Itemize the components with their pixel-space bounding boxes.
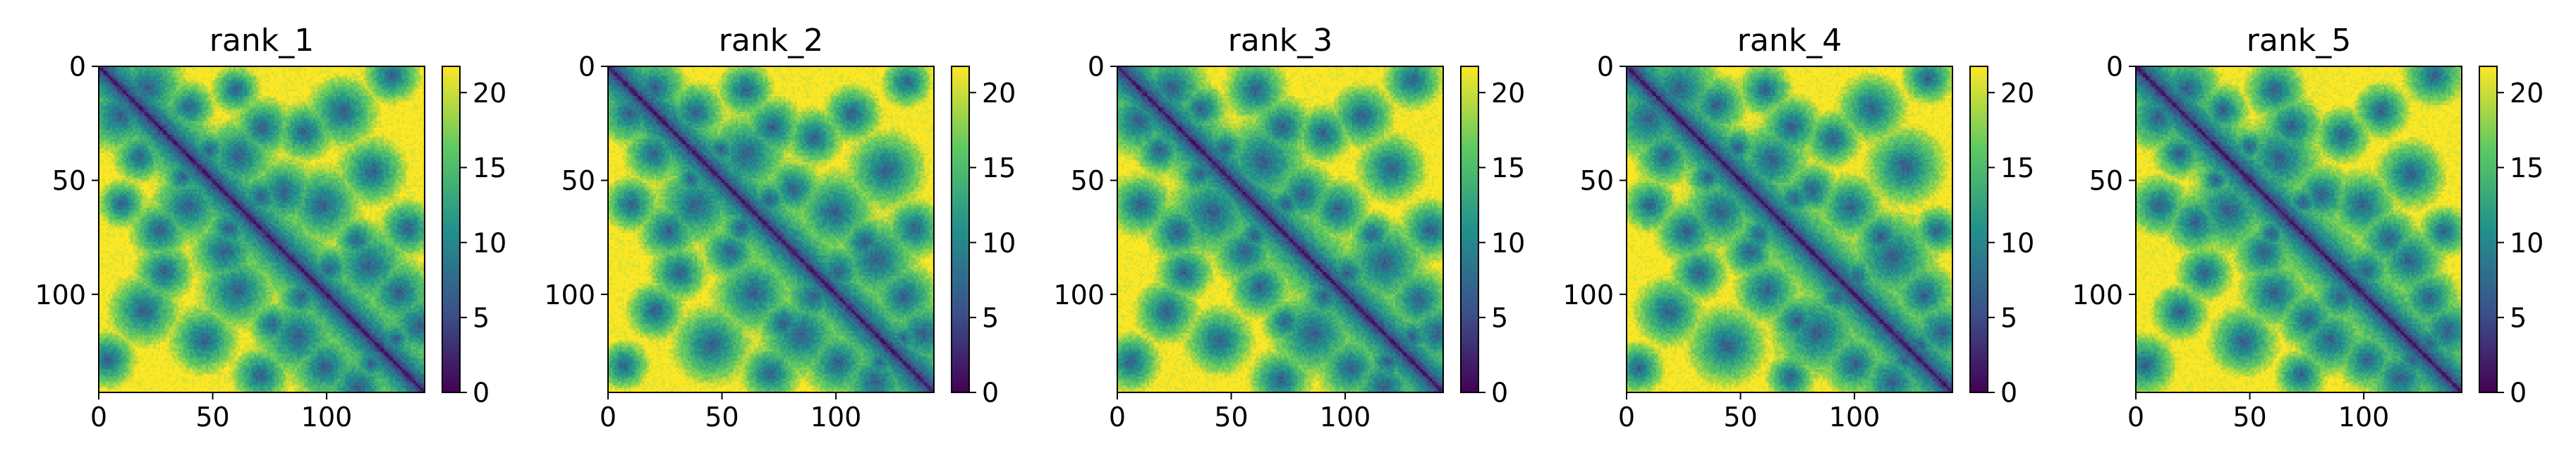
colorbar-tick-label: 0 xyxy=(982,378,999,409)
x-tick-label: 50 xyxy=(1723,402,1757,433)
y-tick-label: 50 xyxy=(1071,165,1105,196)
x-tick-label: 0 xyxy=(2127,402,2144,433)
heatmap-image xyxy=(99,66,425,392)
colorbar-tick-label: 5 xyxy=(1491,302,1508,333)
panel-rank_5: rank_5 0 50 100 0 50 100 0 5 10 15 20 xyxy=(2072,23,2544,433)
heatmap-image xyxy=(1117,66,1443,392)
colorbar-tick-label: 10 xyxy=(2000,227,2034,258)
x-tick-label: 50 xyxy=(195,402,229,433)
x-tick-label: 0 xyxy=(600,402,616,433)
colorbar xyxy=(442,66,461,393)
colorbar-tick-label: 20 xyxy=(1491,78,1525,109)
colorbar-tick-label: 20 xyxy=(473,78,506,109)
heatmap-frame xyxy=(2135,66,2462,393)
colorbar-tick-label: 15 xyxy=(982,152,1016,184)
x-tick-label: 0 xyxy=(1618,402,1635,433)
panel-rank_2: rank_2 0 50 100 0 50 100 0 5 10 15 20 xyxy=(544,23,1016,433)
colorbar-tick-label: 5 xyxy=(2510,302,2527,333)
colorbar-tick-label: 5 xyxy=(982,302,999,333)
colorbar-tick-label: 0 xyxy=(2510,378,2527,409)
colorbar xyxy=(951,66,970,393)
panel-title: rank_3 xyxy=(1228,23,1332,59)
x-tick-label: 0 xyxy=(1109,402,1126,433)
panel-title: rank_2 xyxy=(719,23,823,59)
panel-rank_1: rank_1 0 50 100 0 50 100 0 5 10 15 20 xyxy=(35,23,506,433)
heatmap-frame xyxy=(607,66,935,393)
colorbar xyxy=(1460,66,1479,393)
heatmap-frame xyxy=(1626,66,1953,393)
heatmap-frame xyxy=(1117,66,1444,393)
colorbar-tick-label: 15 xyxy=(473,152,506,184)
panel-rank_3: rank_3 0 50 100 0 50 100 0 5 10 15 20 xyxy=(1053,23,1525,433)
x-tick-label: 100 xyxy=(2338,402,2390,433)
y-tick-label: 100 xyxy=(2072,279,2123,311)
y-tick-label: 0 xyxy=(578,52,595,83)
y-tick-label: 50 xyxy=(561,165,595,196)
colorbar-tick-label: 10 xyxy=(1491,227,1525,258)
colorbar-tick-label: 15 xyxy=(2510,152,2544,184)
colorbar-tick-label: 5 xyxy=(473,302,490,333)
colorbar xyxy=(2479,66,2498,393)
x-tick-label: 50 xyxy=(705,402,739,433)
y-tick-label: 0 xyxy=(69,52,86,83)
colorbar-tick-label: 10 xyxy=(473,227,506,258)
colorbar-tick-label: 15 xyxy=(2000,152,2034,184)
x-tick-label: 0 xyxy=(90,402,107,433)
y-tick-label: 0 xyxy=(2106,52,2123,83)
x-tick-label: 50 xyxy=(1214,402,1248,433)
y-tick-label: 50 xyxy=(2089,165,2123,196)
y-tick-label: 100 xyxy=(35,279,86,311)
panel-title: rank_5 xyxy=(2247,23,2351,59)
colorbar-tick-label: 20 xyxy=(2000,78,2034,109)
x-tick-label: 100 xyxy=(1320,402,1371,433)
panel-title: rank_1 xyxy=(209,23,314,59)
heatmap-image xyxy=(1627,66,1952,392)
colorbar-tick-label: 10 xyxy=(982,227,1016,258)
y-tick-label: 50 xyxy=(52,165,86,196)
y-tick-label: 0 xyxy=(1088,52,1105,83)
colorbar-tick-label: 5 xyxy=(2000,302,2017,333)
x-tick-label: 50 xyxy=(2232,402,2266,433)
colorbar-tick-label: 0 xyxy=(1491,378,1508,409)
x-tick-label: 100 xyxy=(301,402,353,433)
heatmap-image xyxy=(608,66,934,392)
y-tick-label: 100 xyxy=(1562,279,1614,311)
colorbar-tick-label: 20 xyxy=(982,78,1016,109)
heatmap-frame xyxy=(98,66,425,393)
y-tick-label: 100 xyxy=(1053,279,1105,311)
colorbar-tick-label: 0 xyxy=(2000,378,2017,409)
panel-rank_4: rank_4 0 50 100 0 50 100 0 5 10 15 20 xyxy=(1562,23,2034,433)
y-tick-label: 100 xyxy=(544,279,595,311)
x-tick-label: 100 xyxy=(1829,402,1881,433)
panel-title: rank_4 xyxy=(1737,23,1842,59)
colorbar-tick-label: 0 xyxy=(473,378,490,409)
x-tick-label: 100 xyxy=(810,402,862,433)
colorbar-tick-label: 10 xyxy=(2510,227,2544,258)
y-tick-label: 50 xyxy=(1580,165,1614,196)
y-tick-label: 0 xyxy=(1597,52,1614,83)
colorbar-tick-label: 20 xyxy=(2510,78,2544,109)
colorbar xyxy=(1969,66,1988,393)
heatmap-image xyxy=(2136,66,2462,392)
colorbar-tick-label: 15 xyxy=(1491,152,1525,184)
